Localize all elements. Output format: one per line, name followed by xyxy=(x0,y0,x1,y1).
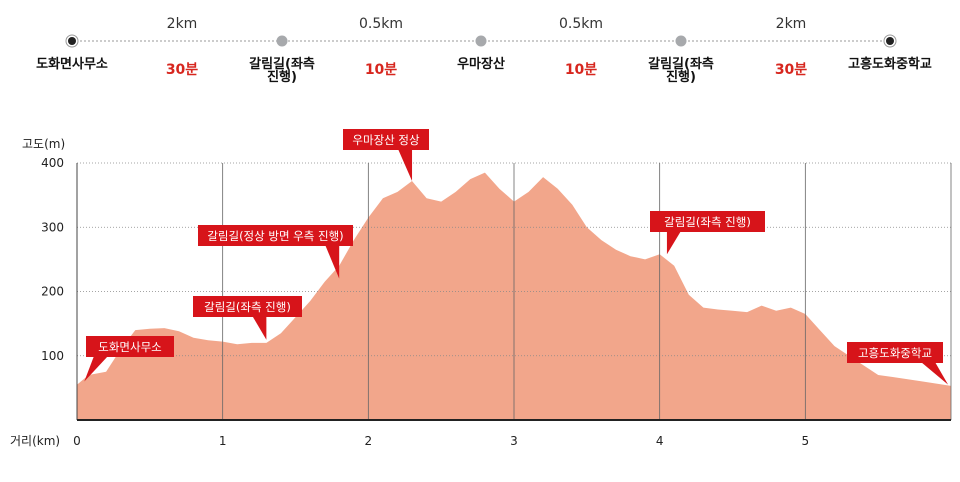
x-tick-label: 2 xyxy=(365,434,373,448)
annotation-callout: 도화면사무소 xyxy=(84,336,174,382)
stop-label-end: 고흥도화중학교 xyxy=(848,57,932,72)
segment-time: 10분 xyxy=(564,62,598,78)
segment-time: 30분 xyxy=(774,62,808,78)
x-axis-title: 거리(km) xyxy=(10,434,60,448)
annotation-pointer xyxy=(921,362,949,385)
annotation-callout: 우마장산 정상 xyxy=(343,129,429,181)
segment-distance: 2km xyxy=(775,16,807,32)
stop-label-junction-2: 갈림길(좌측 진행) xyxy=(648,57,714,85)
annotation-pointer xyxy=(325,245,340,279)
y-tick-label: 100 xyxy=(41,349,64,363)
x-tick-label: 3 xyxy=(510,434,518,448)
route-summary: 도화면사무소 갈림길(좌측 진행) 우마장산 갈림길(좌측 진행) 고흥도화중학… xyxy=(0,0,960,110)
annotation-callout: 고흥도화중학교 xyxy=(847,342,949,385)
segment-distance: 0.5km xyxy=(558,16,604,32)
annotation-box xyxy=(86,336,174,357)
annotation-callout: 갈림길(정상 방면 우측 진행) xyxy=(198,225,353,279)
stop-label-junction-1: 갈림길(좌측 진행) xyxy=(249,57,315,85)
annotation-callout: 갈림길(좌측 진행) xyxy=(650,211,765,255)
stop-label-summit: 우마장산 xyxy=(457,57,505,72)
y-axis-title: 고도(m) xyxy=(22,137,65,151)
waypoint-marker xyxy=(675,35,687,47)
annotation-label: 갈림길(좌측 진행) xyxy=(204,300,291,314)
start-stop-dot xyxy=(68,37,76,45)
annotation-pointer xyxy=(84,356,108,382)
annotation-box xyxy=(847,342,943,363)
segment-time: 10분 xyxy=(364,62,398,78)
annotation-pointer xyxy=(252,316,267,340)
x-tick-label: 1 xyxy=(219,434,227,448)
annotation-box xyxy=(198,225,353,246)
annotation-label: 도화면사무소 xyxy=(98,340,161,354)
y-tick-label: 200 xyxy=(41,285,64,299)
x-tick-label: 4 xyxy=(656,434,664,448)
annotation-callout: 갈림길(좌측 진행) xyxy=(193,296,302,340)
annotation-label: 고흥도화중학교 xyxy=(858,346,932,360)
annotation-label: 갈림길(좌측 진행) xyxy=(664,215,751,229)
waypoint-marker xyxy=(475,35,487,47)
annotation-box xyxy=(650,211,765,232)
annotation-box xyxy=(193,296,302,317)
annotation-pointer xyxy=(666,231,681,255)
annotation-label: 갈림길(정상 방면 우측 진행) xyxy=(207,229,343,243)
segment-distance: 0.5km xyxy=(358,16,404,32)
x-tick-label: 0 xyxy=(73,434,81,448)
annotation-pointer xyxy=(398,149,413,181)
stop-label-start: 도화면사무소 xyxy=(36,57,108,72)
end-stop-dot xyxy=(886,37,894,45)
segment-distance: 2km xyxy=(166,16,198,32)
annotation-box xyxy=(343,129,429,150)
route-line xyxy=(65,34,897,48)
waypoint-marker xyxy=(276,35,288,47)
y-tick-label: 400 xyxy=(41,156,64,170)
y-tick-label: 300 xyxy=(41,220,64,234)
x-tick-label: 5 xyxy=(802,434,810,448)
annotation-label: 우마장산 정상 xyxy=(352,133,420,147)
segment-time: 30분 xyxy=(165,62,199,78)
